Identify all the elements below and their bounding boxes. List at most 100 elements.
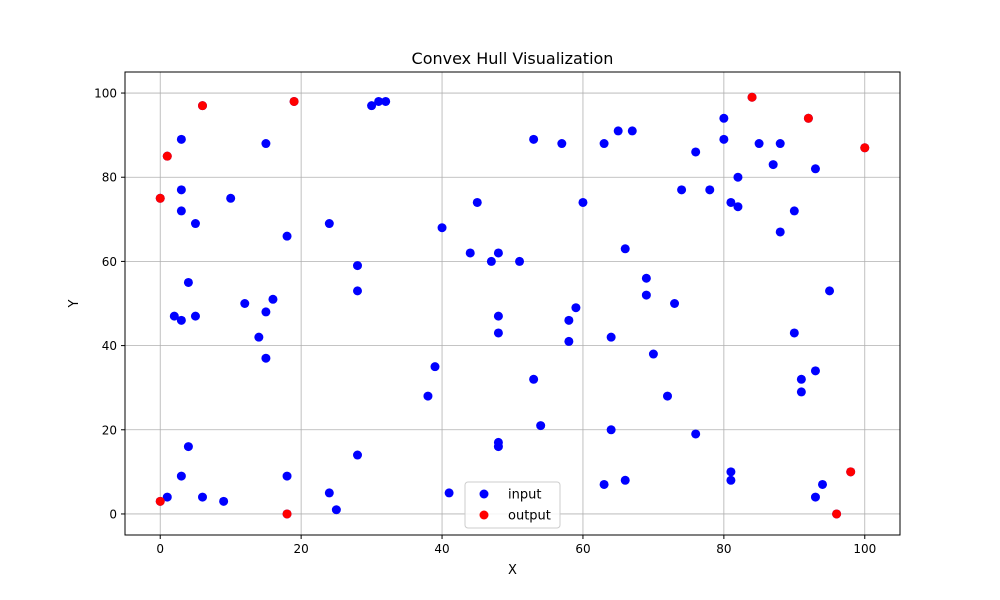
y-tick-label: 60: [102, 255, 117, 269]
y-axis-label: Y: [67, 299, 82, 308]
input-point: [564, 336, 574, 346]
input-point: [353, 261, 362, 271]
legend-marker-output: [479, 510, 489, 520]
input-point: [430, 362, 440, 372]
input-point: [353, 450, 362, 460]
input-point: [331, 505, 341, 515]
input-point: [627, 126, 637, 136]
input-point: [261, 353, 271, 363]
input-point: [726, 475, 736, 485]
output-point: [846, 467, 856, 477]
input-point: [670, 299, 680, 308]
input-point: [536, 421, 546, 431]
input-point: [796, 387, 806, 397]
input-point: [726, 197, 736, 207]
input-point: [599, 139, 609, 149]
input-point: [465, 248, 475, 258]
input-point: [606, 425, 616, 435]
input-point: [493, 248, 503, 258]
input-point: [282, 231, 292, 241]
input-point: [775, 139, 785, 149]
input-point: [176, 471, 186, 481]
legend-marker-input: [479, 489, 489, 499]
input-point: [162, 492, 172, 502]
output-point: [282, 509, 292, 519]
input-point: [810, 492, 820, 502]
input-point: [381, 96, 391, 106]
input-point: [353, 286, 362, 296]
data-points: [155, 92, 870, 519]
x-tick-label: 60: [575, 542, 590, 556]
y-tick-label: 20: [102, 423, 117, 437]
input-point: [183, 277, 193, 287]
output-point: [747, 92, 757, 102]
input-point: [367, 101, 377, 111]
x-tick-label: 100: [853, 542, 876, 556]
input-point: [219, 496, 229, 506]
input-point: [444, 488, 454, 498]
input-point: [810, 164, 820, 174]
input-point: [282, 471, 292, 481]
input-point: [733, 172, 743, 182]
grid: [125, 72, 900, 535]
input-point: [719, 134, 729, 144]
y-tick-label: 0: [109, 507, 117, 521]
input-point: [423, 391, 433, 401]
input-point: [825, 286, 835, 296]
legend: input output: [464, 481, 561, 529]
input-point: [515, 256, 525, 266]
output-point: [860, 143, 870, 153]
input-point: [691, 147, 701, 157]
y-tick-label: 100: [94, 87, 117, 101]
input-point: [261, 139, 271, 149]
input-point: [775, 227, 785, 237]
input-point: [374, 96, 384, 106]
input-point: [613, 126, 623, 136]
x-tick-label: 20: [293, 542, 308, 556]
input-point: [789, 206, 799, 216]
input-point: [810, 366, 820, 376]
y-tick-label: 40: [102, 339, 117, 353]
input-point: [719, 113, 729, 123]
input-point: [254, 332, 264, 342]
input-point: [557, 139, 567, 149]
input-point: [486, 256, 496, 266]
input-point: [677, 185, 687, 195]
input-point: [493, 328, 503, 338]
chart-title: Convex Hull Visualization: [412, 49, 614, 68]
input-point: [176, 315, 186, 325]
input-point: [176, 185, 186, 195]
input-point: [324, 488, 334, 498]
input-point: [578, 197, 588, 207]
input-point: [176, 206, 186, 216]
input-point: [641, 290, 651, 300]
input-point: [733, 202, 743, 212]
input-point: [663, 391, 672, 401]
input-point: [437, 223, 447, 233]
x-tick-label: 40: [434, 542, 449, 556]
input-point: [493, 311, 503, 321]
plot-area-frame: [124, 71, 901, 536]
x-tick-label: 80: [716, 542, 731, 556]
input-point: [268, 294, 278, 304]
input-point: [768, 160, 778, 170]
input-point: [599, 479, 609, 489]
input-point: [169, 311, 179, 321]
output-point: [832, 509, 842, 519]
output-point: [155, 496, 165, 506]
input-point: [472, 197, 482, 207]
input-point: [705, 185, 715, 195]
output-point: [198, 101, 207, 111]
input-point: [620, 244, 630, 254]
output-point: [289, 96, 299, 106]
input-point: [641, 273, 651, 283]
input-point: [789, 328, 799, 338]
input-point: [529, 134, 539, 144]
x-axis-label: X: [508, 563, 517, 578]
legend-box: [464, 481, 561, 529]
input-point: [754, 139, 764, 149]
x-tick-label: 0: [156, 542, 164, 556]
legend-label-input: input: [508, 488, 541, 503]
input-point: [571, 303, 581, 313]
